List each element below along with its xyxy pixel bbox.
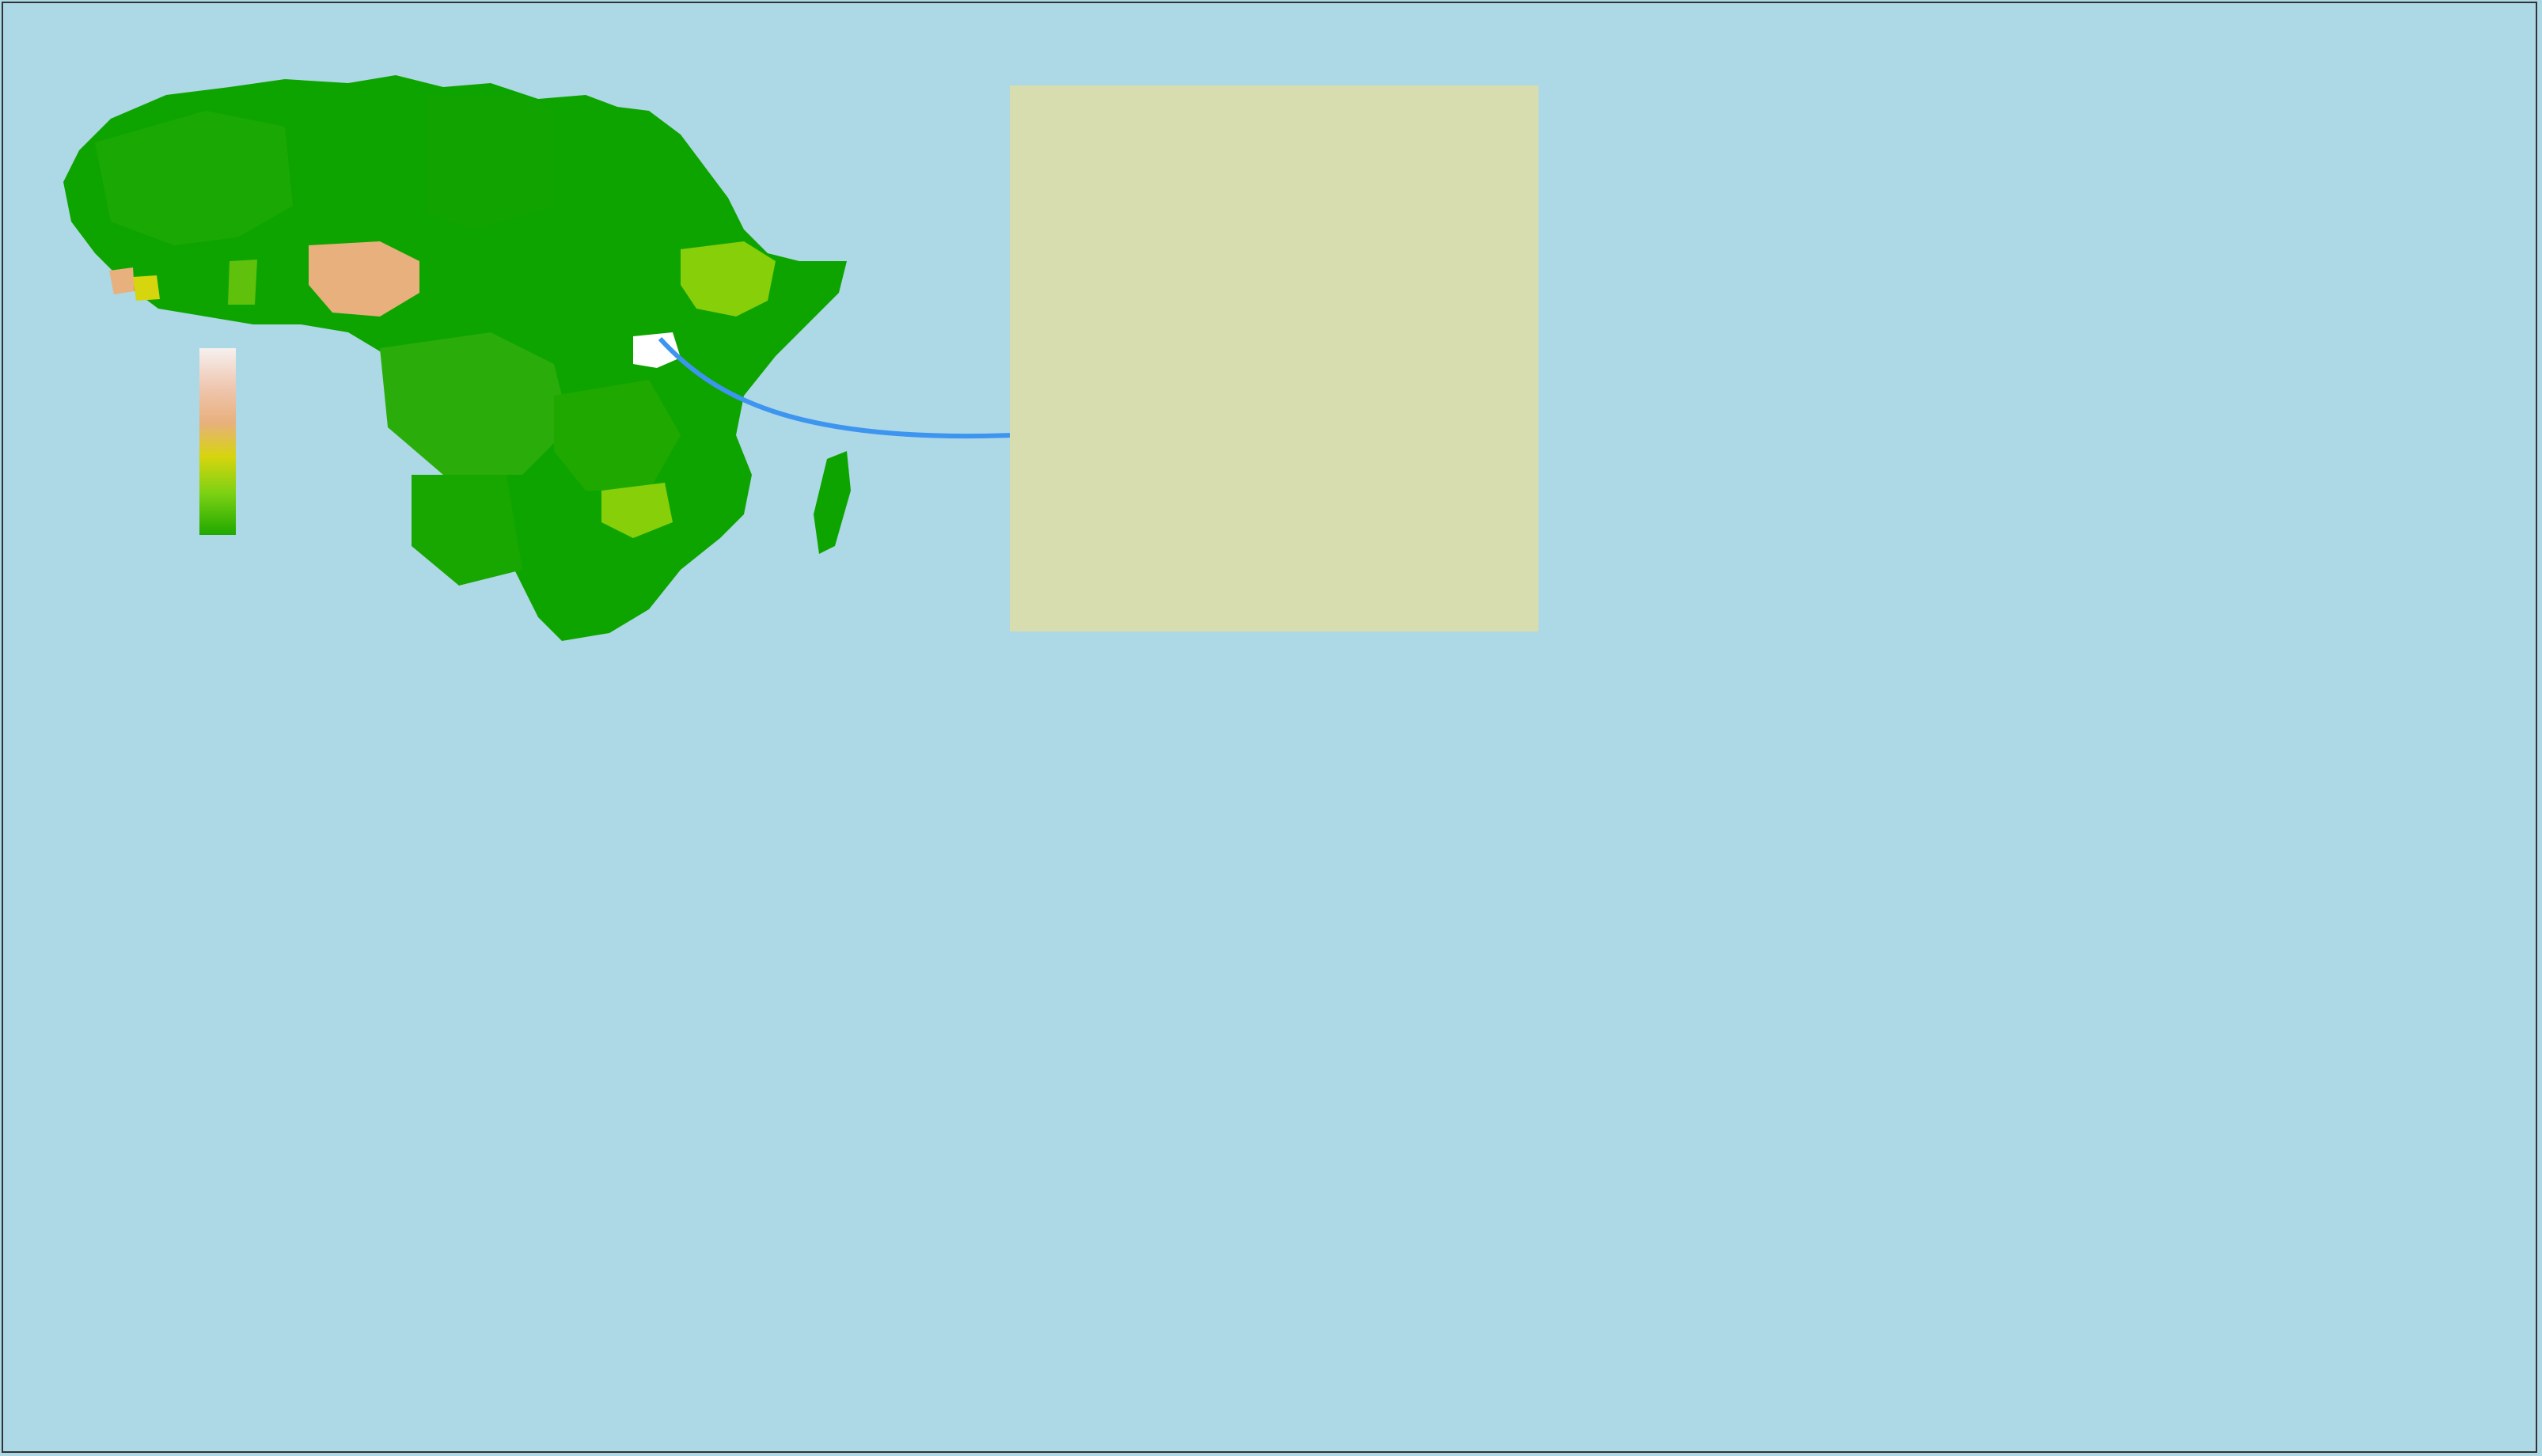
legend-colorbar <box>199 348 236 535</box>
region-central <box>380 332 570 475</box>
madagascar <box>814 451 851 554</box>
ghana <box>109 267 135 294</box>
burkina <box>228 260 257 305</box>
region-angola <box>412 475 522 586</box>
nigeria <box>309 241 419 317</box>
choropleth-legend <box>196 345 370 543</box>
ivory-coast <box>133 275 160 301</box>
africa-choropleth-map <box>63 75 851 641</box>
uganda-overview-map <box>1010 85 1538 631</box>
zambia <box>601 483 673 538</box>
region-libya <box>427 95 554 229</box>
region-west <box>95 111 293 245</box>
ethiopia <box>681 241 776 317</box>
region-east <box>554 380 681 491</box>
